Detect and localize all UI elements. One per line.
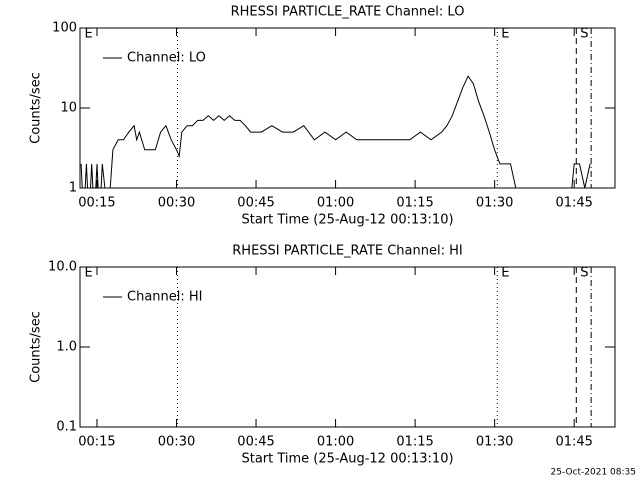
x-tick-label: 00:15	[78, 196, 115, 211]
y-axis-label: Counts/sec	[29, 311, 44, 383]
plot-frame	[79, 266, 616, 428]
x-tick-label: 00:30	[158, 435, 195, 450]
y-tick-label: 100	[52, 21, 77, 36]
x-tick-label: 00:45	[237, 435, 274, 450]
legend-label: Channel: LO	[127, 51, 206, 66]
y-tick-label: 10.0	[48, 260, 77, 275]
event-label: S	[580, 27, 588, 42]
y-tick-label: 1	[69, 181, 77, 196]
data-line	[80, 75, 591, 188]
x-tick-label: 01:15	[396, 435, 433, 450]
x-tick-label: 01:00	[317, 196, 354, 211]
x-tick-label: 01:45	[555, 196, 592, 211]
chart-title: RHESSI PARTICLE_RATE Channel: HI	[232, 244, 462, 259]
x-tick-label: 00:45	[237, 196, 274, 211]
event-label: E	[501, 266, 509, 281]
y-tick-label: 0.1	[56, 420, 77, 435]
event-label: S	[580, 266, 588, 281]
x-tick-label: 01:30	[476, 196, 513, 211]
x-tick-label: 01:30	[476, 435, 513, 450]
plot-frame	[79, 27, 616, 189]
event-label: E	[501, 27, 509, 42]
y-axis-label: Counts/sec	[29, 72, 44, 144]
x-tick-label: 01:00	[317, 435, 354, 450]
footer: 25-Oct-2021 08:35	[551, 468, 636, 478]
x-tick-label: 01:45	[555, 435, 592, 450]
x-axis-label: Start Time (25-Aug-12 00:13:10)	[241, 452, 453, 467]
x-tick-label: 00:30	[158, 196, 195, 211]
event-label: E	[85, 266, 93, 281]
legend-label: Channel: HI	[127, 290, 203, 305]
y-tick-label: 10	[60, 101, 77, 116]
x-tick-label: 00:15	[78, 435, 115, 450]
event-label: E	[85, 27, 93, 42]
y-tick-label: 1.0	[56, 340, 77, 355]
x-axis-label: Start Time (25-Aug-12 00:13:10)	[241, 213, 453, 228]
x-tick-label: 01:15	[396, 196, 433, 211]
chart-title: RHESSI PARTICLE_RATE Channel: LO	[231, 5, 465, 20]
